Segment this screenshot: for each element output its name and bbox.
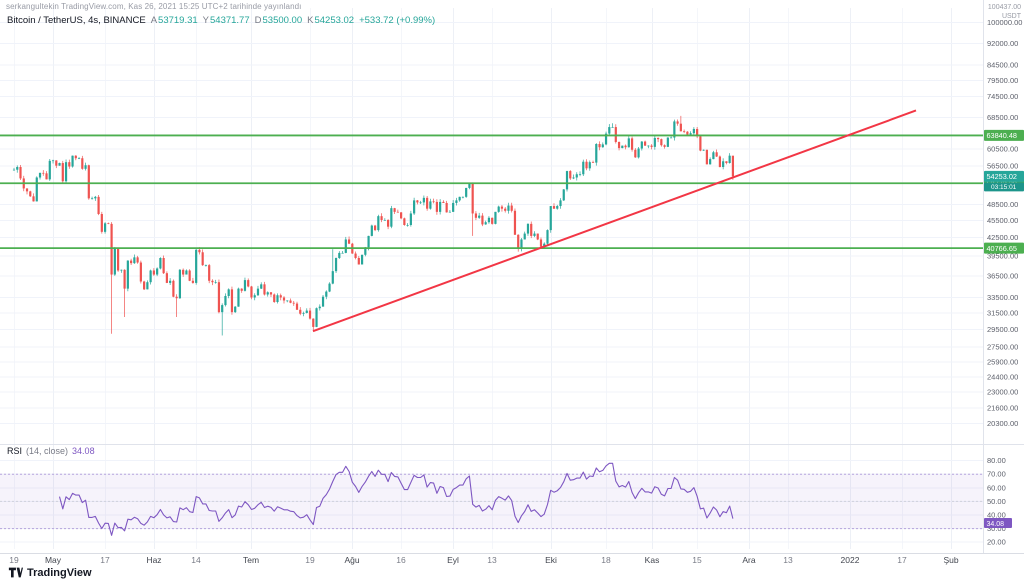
level-price-label [984,242,1024,254]
rsi-value: 34.08 [72,446,95,456]
last-price-label-text: 54253.02 [987,172,1017,181]
rsi-band-fill [0,474,983,529]
price-tick: 36500.00 [987,271,1018,280]
price-tick: 45500.00 [987,216,1018,225]
rsi-tick: 20.00 [987,538,1006,547]
rsi-tick: 40.00 [987,511,1006,520]
time-tick: 18 [601,555,611,565]
tradingview-logo-text: TradingView [27,566,92,579]
tradingview-logo[interactable]: TradingView [8,566,92,579]
level-price-label [984,129,1024,141]
pane-separators [0,0,1024,554]
price-tick: 23000.00 [987,387,1018,396]
time-axis[interactable]: 19 May 17 Haz 14 Tem 19 Ağu 16 Eyl 13 Eki 18 Kas 15 Ara… [9,555,959,565]
rsi-line [58,462,734,536]
ohlc-item: A 53719.31 [150,15,198,26]
axis-top-note: 100437.00 [987,4,1021,11]
time-tick: Eyl [447,555,459,565]
ohlc-item: Y 54371.77 [202,15,250,26]
ohlc-item: D 53500.00 [254,15,303,26]
time-tick: Kas [645,555,660,565]
change-value: +533.72 (+0.99%) [359,15,436,26]
price-tick: 29500.00 [987,325,1018,334]
time-tick: Ara [742,555,756,565]
price-tick: 79500.00 [987,76,1018,85]
rsi-legend: RSI (14, close) 34.08 [7,446,95,456]
rsi-price-label-text: 34.08 [987,521,1005,528]
price-tick: 21600.00 [987,403,1018,412]
price-tick: 39500.00 [987,252,1018,261]
time-tick: May [45,555,62,565]
time-tick: 15 [692,555,702,565]
price-axis-unit: 100437.00 USDT [988,3,1021,21]
price-tick: 92000.00 [987,39,1018,48]
gridlines [0,8,983,549]
price-tick: 74500.00 [987,92,1018,101]
trendline[interactable] [312,109,917,333]
price-tick: 42500.00 [987,233,1018,242]
rsi-price-label [984,518,1012,529]
time-tick: Ağu [344,555,359,565]
price-axis[interactable]: 100000.00 92000.00 84500.00 79500.00 74500.0… [984,18,1024,547]
price-tick: 31500.00 [987,308,1018,317]
rsi-line-layer [58,462,734,536]
price-tick: 56500.00 [987,162,1018,171]
price-tick: 24400.00 [987,373,1018,382]
rsi-tick: 80.00 [987,456,1006,465]
tradingview-logo-icon [8,567,23,578]
price-tick: 60500.00 [987,144,1018,153]
countdown-label [984,182,1024,192]
time-tick: 19 [9,555,19,565]
time-tick: 13 [487,555,497,565]
candles-layer[interactable] [12,115,735,336]
level-price-label-text: 40766.65 [987,244,1017,253]
last-price-label [984,170,1024,182]
price-tick: 84500.00 [987,60,1018,69]
publish-watermark: serkangultekin TradingView.com, Kas 26, … [6,2,302,11]
ohlc-item: K 54253.02 [307,15,355,26]
price-tick: 25900.00 [987,358,1018,367]
ohlc-values: A 53719.31 Y 54371.77 D 53500.00 K 54253.02 [151,15,354,26]
price-tick: 100000.00 [987,18,1022,27]
time-tick: Haz [146,555,161,565]
price-tick: 20300.00 [987,419,1018,428]
time-tick: 17 [897,555,907,565]
rsi-title[interactable]: RSI [7,446,23,456]
symbol-title[interactable]: Bitcoin / TetherUS, 4s, BINANCE [7,15,146,26]
time-tick: Tem [243,555,259,565]
price-tick: 68500.00 [987,113,1018,122]
time-tick: 2022 [841,555,860,565]
countdown-label-text: 03:15:01 [991,184,1017,191]
axis-unit-label: USDT [1001,13,1021,20]
time-tick: 13 [783,555,793,565]
rsi-params: (14, close) [26,446,69,456]
overlay-lines [0,109,983,333]
rsi-band [0,473,983,530]
time-tick: Eki [545,555,557,565]
price-tick: 48500.00 [987,200,1018,209]
rsi-tick: 70.00 [987,470,1006,479]
rsi-tick: 60.00 [987,483,1006,492]
time-tick: 14 [191,555,201,565]
price-tick: 33500.00 [987,293,1018,302]
rsi-tick: 30.00 [987,524,1006,533]
price-tick: 27500.00 [987,343,1018,352]
time-tick: Şub [943,555,958,565]
rsi-tick: 50.00 [987,497,1006,506]
level-price-label-text: 63840.48 [987,131,1017,140]
time-tick: 19 [305,555,315,565]
time-tick: 17 [100,555,110,565]
symbol-legend: Bitcoin / TetherUS, 4s, BINANCE A 53719.3… [7,15,435,26]
time-tick: 16 [396,555,406,565]
